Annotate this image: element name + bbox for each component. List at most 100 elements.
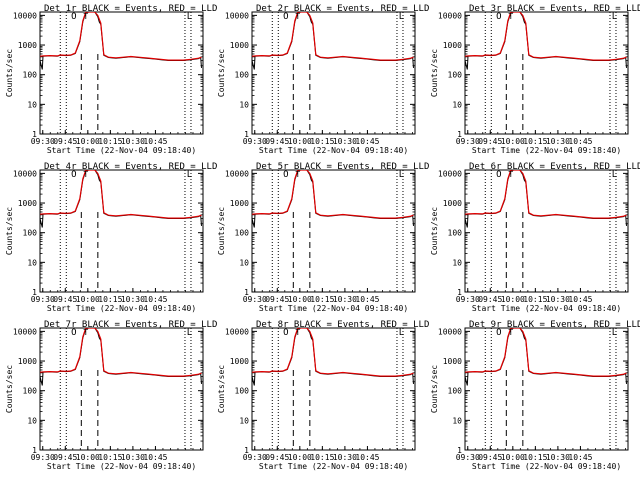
- y-axis-label: Counts/sec: [430, 49, 439, 97]
- state-mark-l: L: [187, 328, 192, 338]
- events-series-line: [40, 170, 202, 228]
- curves-group: [465, 12, 627, 70]
- axes-frame: [464, 327, 629, 451]
- x-axis-label: Start Time (22-Nov-04 09:18:40): [472, 304, 621, 313]
- axes-frame: [39, 327, 204, 451]
- chart-panel-5: Det 5r BLACK = Events, RED = LLD 1 10 100 10…: [217, 162, 429, 313]
- x-tick-label: 10:00: [288, 295, 312, 304]
- events-series-line: [40, 12, 202, 70]
- chart-panel-4: Det 4r BLACK = Events, RED = LLD 1 10 100 10…: [5, 162, 217, 313]
- x-tick-label: 10:45: [143, 453, 167, 462]
- y-tick-label: 1: [457, 130, 462, 139]
- y-tick-label: 10: [452, 258, 462, 267]
- y-tick-label: 1: [244, 446, 249, 455]
- state-mark-l: L: [187, 12, 192, 22]
- axes-frame: [251, 327, 416, 451]
- state-mark-t: T: [508, 12, 513, 21]
- events-series-line: [252, 12, 414, 70]
- y-tick-label: 10000: [225, 327, 249, 336]
- x-tick-label: 10:15: [523, 295, 547, 304]
- panel-title: Det 2r BLACK = Events, RED = LLD: [256, 4, 429, 14]
- chart-panel-7: Det 7r BLACK = Events, RED = LLD 1 10 100 10…: [5, 320, 217, 471]
- chart-panel-9: Det 9r BLACK = Events, RED = LLD 1 10 100 10…: [430, 320, 640, 471]
- state-mark-t: T: [295, 12, 300, 21]
- x-tick-label: 10:15: [310, 453, 334, 462]
- y-tick-label: 100: [23, 71, 38, 80]
- state-mark-t: T: [83, 170, 88, 179]
- x-tick-label: 10:00: [501, 137, 525, 146]
- curves-group: [40, 12, 202, 70]
- chart-panel-2: Det 2r BLACK = Events, RED = LLD 1 10 100 10…: [217, 4, 429, 155]
- y-tick-label: 10: [27, 258, 37, 267]
- y-tick-label: 10000: [438, 169, 462, 178]
- y-tick-label: 1: [32, 130, 37, 139]
- y-tick-label: 100: [235, 229, 250, 238]
- y-axis-label: Counts/sec: [217, 49, 226, 97]
- lld-series-line: [465, 12, 627, 61]
- lld-series-line: [252, 170, 414, 219]
- lld-series-line: [40, 12, 202, 61]
- state-mark-o: O: [71, 328, 76, 338]
- y-axis-label: Counts/sec: [5, 365, 14, 413]
- y-axis-label: Counts/sec: [430, 207, 439, 255]
- state-mark-l: L: [399, 12, 404, 22]
- y-axis-label: Counts/sec: [217, 207, 226, 255]
- lld-series-line: [40, 170, 202, 219]
- x-tick-label: 09:30: [31, 295, 55, 304]
- x-tick-label: 10:45: [143, 137, 167, 146]
- y-tick-label: 1000: [443, 41, 462, 50]
- panel-title: Det 3r BLACK = Events, RED = LLD: [469, 4, 640, 14]
- axes-frame: [464, 11, 629, 135]
- y-tick-label: 100: [23, 229, 38, 238]
- curves-group: [40, 170, 202, 228]
- y-tick-label: 1000: [230, 357, 249, 366]
- events-series-line: [40, 328, 202, 386]
- x-tick-label: 09:30: [243, 295, 267, 304]
- x-tick-label: 10:00: [288, 453, 312, 462]
- panel-title: Det 8r BLACK = Events, RED = LLD: [256, 320, 429, 330]
- panel-title: Det 7r BLACK = Events, RED = LLD: [44, 320, 217, 330]
- axes-frame: [251, 11, 416, 135]
- state-mark-o: O: [496, 170, 501, 180]
- x-tick-label: 10:00: [288, 137, 312, 146]
- y-tick-label: 10000: [13, 169, 37, 178]
- panel-title: Det 1r BLACK = Events, RED = LLD: [44, 4, 217, 14]
- x-tick-label: 10:45: [355, 137, 379, 146]
- events-series-line: [465, 328, 627, 386]
- state-mark-t: T: [295, 328, 300, 337]
- x-tick-label: 10:45: [568, 453, 592, 462]
- curves-group: [40, 328, 202, 386]
- y-tick-label: 1: [457, 288, 462, 297]
- y-tick-label: 1000: [230, 199, 249, 208]
- y-tick-label: 10000: [225, 11, 249, 20]
- x-tick-label: 10:30: [546, 137, 570, 146]
- y-tick-label: 1: [244, 130, 249, 139]
- y-tick-label: 1: [244, 288, 249, 297]
- y-tick-label: 10000: [438, 327, 462, 336]
- state-mark-o: O: [71, 170, 76, 180]
- state-mark-o: O: [283, 170, 288, 180]
- lld-series-line: [465, 170, 627, 219]
- y-tick-label: 1000: [443, 357, 462, 366]
- x-tick-label: 09:30: [456, 453, 480, 462]
- state-mark-t: T: [83, 328, 88, 337]
- x-tick-label: 10:45: [355, 453, 379, 462]
- x-axis-label: Start Time (22-Nov-04 09:18:40): [259, 146, 408, 155]
- y-tick-label: 100: [448, 229, 463, 238]
- x-tick-label: 10:30: [121, 295, 145, 304]
- y-axis-label: Counts/sec: [5, 49, 14, 97]
- x-tick-label: 09:30: [243, 137, 267, 146]
- x-tick-label: 10:45: [143, 295, 167, 304]
- x-tick-label: 10:00: [76, 453, 100, 462]
- state-mark-l: L: [399, 328, 404, 338]
- state-mark-t: T: [508, 328, 513, 337]
- axes-frame: [39, 169, 204, 293]
- chart-panel-1: Det 1r BLACK = Events, RED = LLD 1 10 100 10…: [5, 4, 217, 155]
- x-tick-label: 09:30: [31, 453, 55, 462]
- x-tick-label: 10:00: [501, 453, 525, 462]
- axes-frame: [464, 169, 629, 293]
- lld-series-line: [40, 328, 202, 377]
- x-axis-label: Start Time (22-Nov-04 09:18:40): [47, 304, 196, 313]
- events-series-line: [465, 170, 627, 228]
- panel-title: Det 6r BLACK = Events, RED = LLD: [469, 162, 640, 172]
